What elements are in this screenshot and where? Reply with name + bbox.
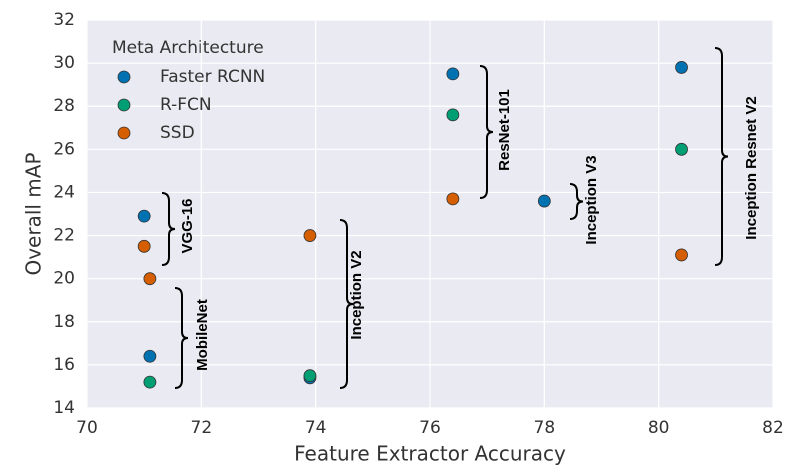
point bbox=[446, 192, 460, 206]
legend-marker bbox=[117, 98, 131, 112]
point bbox=[137, 209, 151, 223]
annotation: Inception Resnet V2 bbox=[743, 96, 760, 239]
y-tick-label: 30 bbox=[53, 53, 75, 73]
x-tick-label: 80 bbox=[648, 418, 670, 438]
y-tick-label: 18 bbox=[53, 312, 75, 332]
y-tick-label: 32 bbox=[53, 10, 75, 30]
y-tick-label: 26 bbox=[53, 139, 75, 159]
brace bbox=[174, 287, 189, 389]
y-tick-label: 24 bbox=[53, 182, 75, 202]
legend-label: Faster RCNN bbox=[160, 67, 265, 87]
legend-label: R-FCN bbox=[160, 95, 212, 115]
annotation: VGG-16 bbox=[179, 198, 196, 253]
annotation: ResNet-101 bbox=[496, 89, 513, 171]
point bbox=[143, 272, 157, 286]
annotation: Inception V2 bbox=[348, 250, 365, 339]
legend-marker bbox=[117, 126, 131, 140]
x-tick-label: 82 bbox=[762, 418, 784, 438]
x-tick-label: 72 bbox=[191, 418, 213, 438]
point bbox=[446, 108, 460, 122]
point bbox=[675, 142, 688, 156]
annotation: MobileNet bbox=[194, 299, 211, 371]
brace bbox=[714, 47, 729, 266]
x-tick-label: 74 bbox=[305, 418, 327, 438]
point bbox=[137, 239, 151, 253]
x-axis-label: Feature Extractor Accuracy bbox=[294, 442, 566, 466]
y-tick-label: 22 bbox=[53, 226, 75, 246]
x-tick-label: 78 bbox=[534, 418, 556, 438]
legend-title: Meta Architecture bbox=[112, 38, 264, 58]
point bbox=[537, 194, 551, 208]
point bbox=[303, 229, 317, 242]
point bbox=[675, 61, 688, 74]
annotation: Inception V3 bbox=[583, 155, 600, 244]
x-tick-label: 76 bbox=[419, 418, 441, 438]
y-tick-label: 14 bbox=[53, 398, 75, 418]
point bbox=[143, 349, 157, 363]
y-tick-label: 20 bbox=[53, 269, 75, 289]
point bbox=[143, 375, 157, 389]
x-tick-label: 70 bbox=[76, 418, 98, 438]
brace bbox=[479, 65, 494, 199]
brace bbox=[339, 219, 354, 389]
brace bbox=[161, 192, 176, 266]
legend-label: SSD bbox=[160, 123, 195, 143]
legend-marker bbox=[117, 70, 131, 84]
point bbox=[675, 248, 688, 262]
point bbox=[303, 369, 317, 383]
point bbox=[446, 67, 460, 81]
y-tick-label: 16 bbox=[53, 355, 75, 375]
brace bbox=[569, 183, 584, 220]
y-axis-label: Overall mAP bbox=[22, 152, 46, 275]
y-tick-label: 28 bbox=[53, 96, 75, 116]
